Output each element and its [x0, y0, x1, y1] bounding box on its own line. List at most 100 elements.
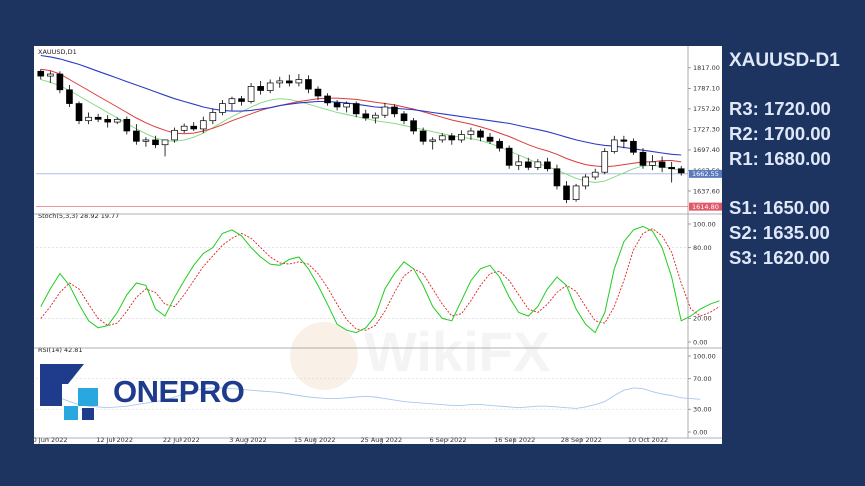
date-label: 30 Jun 2022 — [34, 436, 68, 444]
candle — [524, 157, 532, 171]
candle — [257, 80, 264, 95]
candle-body — [314, 88, 322, 97]
candle-body — [238, 98, 245, 102]
candle-body — [553, 168, 561, 187]
candle-body — [362, 113, 370, 119]
candle — [458, 130, 465, 143]
onepro-logo-text: ONEPRO — [113, 374, 245, 410]
candle — [266, 79, 274, 94]
ma-green-line — [40, 79, 682, 183]
resistance-level-1: R3: 1720.00 — [729, 98, 831, 119]
candle-body — [209, 112, 217, 122]
candle — [171, 127, 178, 143]
stoch-tick-label: 100.00 — [693, 220, 716, 228]
candle — [219, 100, 226, 116]
watermark-text: WikiFX — [364, 320, 550, 383]
candle-body — [257, 86, 264, 91]
candle-body — [171, 129, 178, 141]
candle — [630, 138, 637, 156]
candle-body — [37, 70, 45, 77]
price-tick-label: 1787.10 — [693, 85, 720, 93]
candle — [429, 137, 437, 150]
candle — [352, 101, 360, 118]
candle — [391, 104, 398, 118]
date-label: 22 Jul 2022 — [163, 436, 200, 444]
candle-body — [142, 139, 150, 142]
candle — [199, 116, 207, 134]
candle — [400, 111, 408, 125]
candle — [295, 74, 303, 87]
candle — [104, 115, 112, 128]
candle — [467, 127, 475, 140]
candle — [362, 109, 370, 121]
candle — [85, 112, 92, 125]
candle-body — [219, 103, 226, 113]
candle — [620, 135, 628, 149]
support-level-3: S3: 1620.00 — [729, 247, 830, 268]
candle-body — [582, 176, 589, 187]
candle-body — [544, 161, 551, 170]
candle — [477, 128, 484, 142]
candle — [610, 135, 618, 154]
candle-body — [152, 139, 159, 146]
candle-body — [458, 134, 465, 141]
candle-body — [400, 113, 408, 122]
resistance-level-2: R2: 1700.00 — [729, 123, 831, 144]
candle — [419, 127, 427, 145]
onepro-logo-mark — [40, 364, 98, 420]
candle — [601, 148, 609, 175]
date-label: 28 Sep 2022 — [561, 436, 602, 444]
price-tick-label: 1637.60 — [693, 187, 720, 195]
candle — [209, 108, 217, 125]
candle — [94, 113, 102, 123]
candle-body — [649, 161, 656, 166]
watermark: WikiFX — [290, 320, 550, 390]
date-label: 15 Aug 2022 — [294, 436, 336, 444]
date-label: 6 Sep 2022 — [429, 436, 466, 444]
chart-panel: WikiFX XAUUSD,D1 Stoch(5,3,3) 28.92 19.7… — [34, 46, 722, 444]
candle — [448, 133, 456, 145]
symbol-label: XAUUSD,D1 — [38, 48, 77, 56]
candle-body — [123, 118, 131, 132]
candle-body — [630, 140, 637, 153]
candle — [649, 155, 656, 171]
candle — [66, 85, 73, 107]
price-tick-label: 1817.00 — [693, 64, 720, 72]
candle-body — [639, 151, 647, 166]
candle-body — [391, 106, 398, 115]
candle-body — [438, 135, 446, 141]
candle — [438, 133, 446, 143]
date-label: 10 Oct 2022 — [628, 436, 668, 444]
candle-body — [228, 98, 236, 104]
candle-body — [161, 139, 169, 146]
candle-body — [429, 139, 437, 142]
rsi-label: RSI(14) 42.81 — [38, 346, 83, 354]
candle — [285, 74, 293, 87]
candle — [47, 71, 54, 83]
candle-body — [668, 167, 675, 170]
logo-pro: PRO — [178, 374, 245, 409]
candle — [152, 135, 159, 149]
candle — [639, 148, 647, 169]
candle-body — [372, 114, 379, 119]
candle-body — [324, 95, 331, 104]
candle — [553, 164, 561, 190]
candle-body — [56, 73, 64, 91]
candle-body — [515, 161, 523, 166]
candle-body — [677, 168, 685, 174]
candle-body — [572, 185, 580, 200]
levels-panel: XAUUSD-D1 R3: 1720.00 R2: 1700.00 R1: 1680… — [729, 48, 859, 270]
candle — [410, 117, 417, 135]
candle — [324, 93, 331, 106]
resistance-level-3: R1: 1680.00 — [729, 148, 831, 169]
candle-body — [133, 130, 140, 142]
candle-body — [601, 151, 609, 173]
stoch-k-line — [40, 225, 720, 334]
candle — [247, 82, 255, 104]
candle-body — [104, 118, 112, 123]
candle-body — [295, 79, 303, 84]
price-tick-label: 1727.30 — [693, 126, 720, 134]
candle-body — [591, 171, 599, 178]
candle-body — [448, 135, 456, 141]
candle — [314, 86, 322, 101]
